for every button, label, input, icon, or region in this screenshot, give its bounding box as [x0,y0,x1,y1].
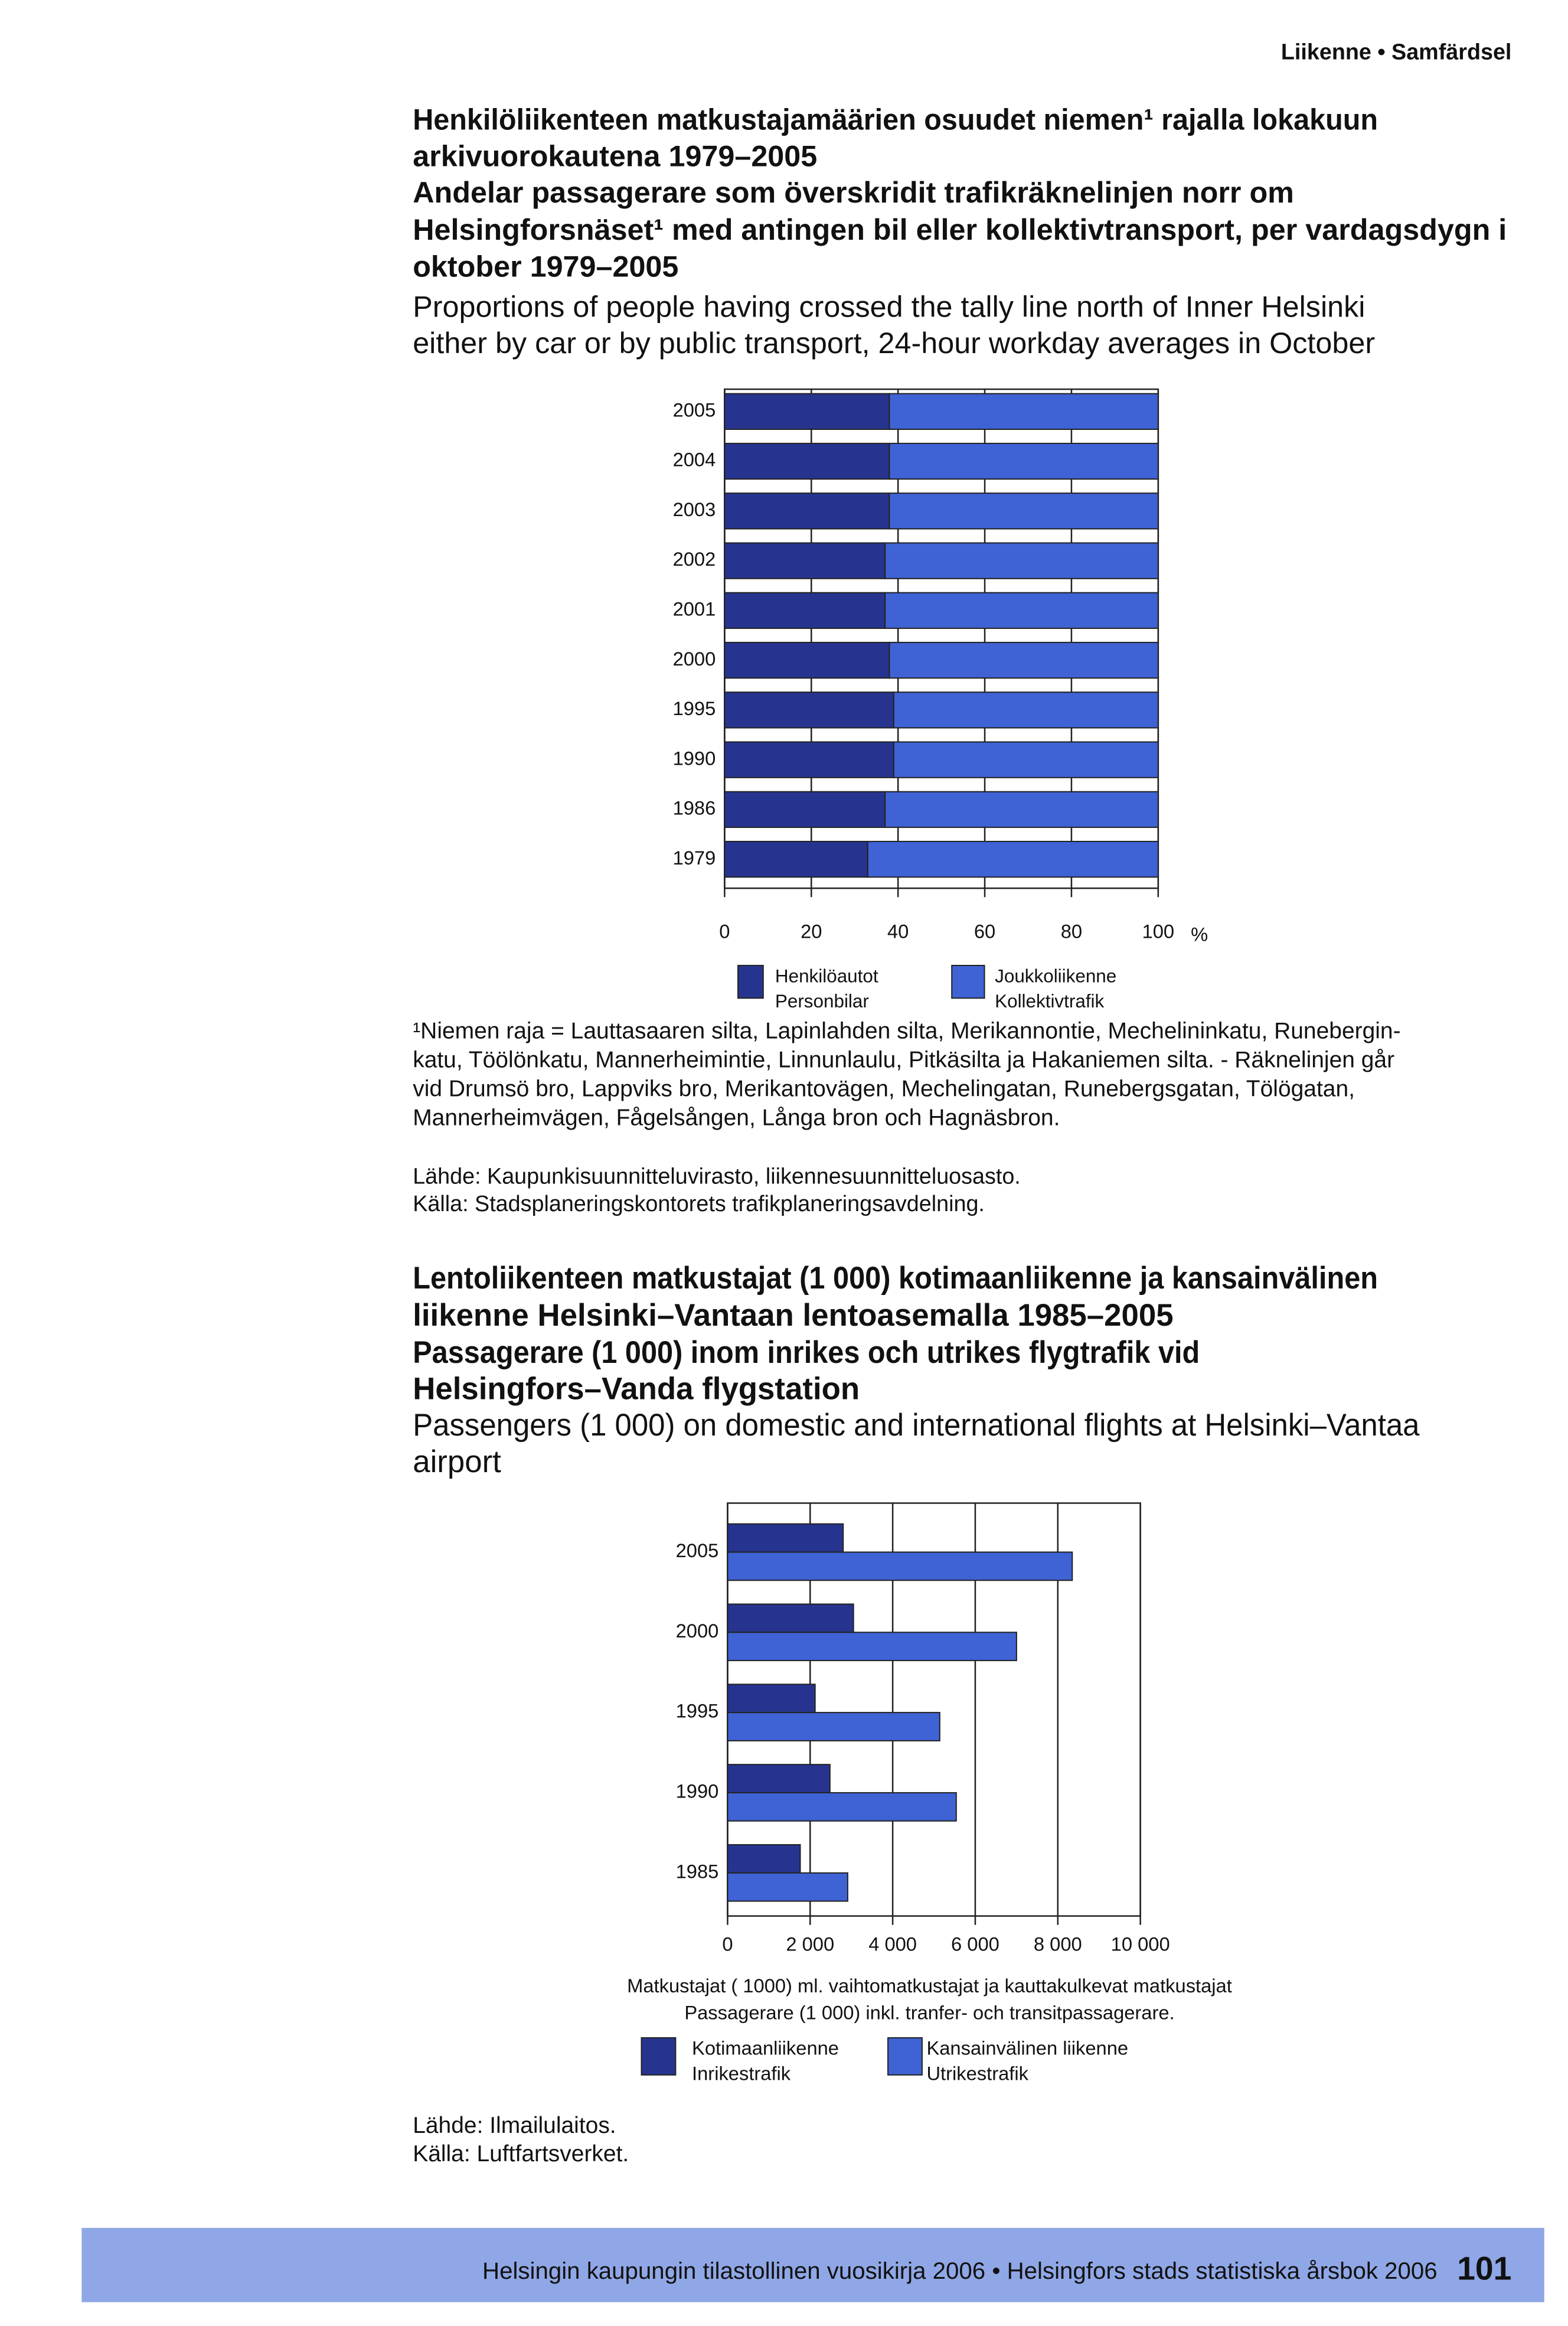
footnote: ¹Niemen raja = Lauttasaaren silta, Lapin… [413,1018,1400,1043]
legend-swatch [887,2037,923,2076]
y-tick-label: 2005 [673,399,716,420]
source: Lähde: Kaupunkisuunnitteluvirasto, liike… [413,1164,1021,1189]
y-tick-label: 1995 [676,1700,719,1722]
x-tick-label: 10 000 [1111,1933,1170,1955]
y-tick-label: 2003 [673,498,716,520]
y-tick-label: 1995 [673,697,716,719]
title-fi: liikenne Helsinki–Vantaan lentoasemalla … [413,1298,1173,1333]
x-tick-label: 60 [974,920,995,942]
bar [893,741,1159,778]
title-en: airport [413,1444,501,1479]
x-tick-label: 0 [722,1933,733,1955]
footnote: Mannerheimvägen, Fågelsången, Långa bron… [413,1105,1060,1131]
legend-label: Personbilar [775,991,869,1012]
legend-swatch [641,2037,677,2076]
title-sv: Helsingfors–Vanda flygstation [413,1372,860,1407]
source: Lähde: Ilmailulaitos. [413,2113,616,2138]
x-tick-label: 4 000 [868,1933,917,1955]
x-tick-label: 80 [1061,920,1082,942]
bar [727,1712,940,1741]
bar [727,1844,801,1874]
bar [867,840,1159,878]
x-axis-label: Matkustajat ( 1000) ml. vaihtomatkustaja… [627,1975,1232,1996]
y-tick-label: 1986 [673,797,716,819]
bar [727,1792,957,1822]
legend-label: Joukkoliikenne [995,965,1116,986]
x-axis-label: Passagerare (1 000) inkl. tranfer- och t… [684,2001,1174,2023]
bar [724,840,868,878]
bar [724,641,890,679]
title-en: either by car or by public transport, 24… [413,326,1375,360]
footnote: vid Drumsö bro, Lappviks bro, Merikantov… [413,1076,1355,1102]
title-en: Proportions of people having crossed the… [413,290,1365,324]
y-tick-label: 2002 [673,548,716,570]
page-header: Liikenne • Samfärdsel [1281,40,1512,64]
source: Källa: Stadsplaneringskontorets trafikpl… [413,1191,985,1216]
title-en: Passengers (1 000) on domestic and inter… [413,1408,1420,1443]
title-fi: arkivuorokautena 1979–2005 [413,139,817,172]
footer-text: Helsingin kaupungin tilastollinen vuosik… [482,2258,1438,2284]
x-tick-label: 100 [1142,920,1175,942]
title-sv: Helsingforsnäset¹ med antingen bil eller… [413,213,1507,246]
bar [727,1872,848,1902]
bar [724,492,890,530]
legend-label: Kotimaanliikenne [692,2037,839,2059]
y-tick-label: 1990 [676,1780,719,1802]
y-tick-label: 1979 [673,847,716,869]
legend-label: Inrikestrafik [692,2062,791,2084]
bar [727,1632,1017,1662]
footnote: katu, Töölönkatu, Mannerheimintie, Linnu… [413,1048,1394,1073]
bar [727,1603,854,1633]
legend-label: Utrikestrafik [926,2062,1028,2084]
bar [884,592,1159,629]
bar [884,791,1159,828]
bar [888,393,1159,430]
bar [888,492,1159,530]
bar [724,691,894,729]
bar [888,641,1159,679]
bar [724,393,890,430]
bar [727,1551,1073,1581]
bar [724,592,886,629]
y-tick-label: 2004 [673,449,716,471]
bar [727,1684,816,1714]
y-tick-label: 1985 [676,1860,719,1882]
y-tick-label: 2000 [676,1620,719,1642]
bar [888,442,1159,480]
x-tick-label: 0 [719,920,730,942]
legend-label: Henkilöautot [775,965,878,986]
title-fi: Lentoliikenteen matkustajat (1 000) koti… [413,1261,1378,1296]
x-tick-label: 2 000 [786,1933,834,1955]
bar [724,442,890,480]
x-tick-label: 40 [887,920,909,942]
bar [724,542,886,579]
bar [724,741,894,778]
x-tick-label: 20 [801,920,822,942]
y-tick-label: 2001 [673,598,716,620]
bar [727,1523,844,1553]
bar [884,542,1159,579]
y-tick-label: 2005 [676,1539,719,1561]
legend-label: Kansainvälinen liikenne [926,2037,1128,2059]
page-number: 101 [1457,2250,1511,2286]
x-tick-label: 6 000 [951,1933,999,1955]
x-tick-label: 8 000 [1034,1933,1082,1955]
y-tick-label: 1990 [673,747,716,769]
legend-label: Kollektivtrafik [995,991,1104,1012]
y-tick-label: 2000 [673,648,716,670]
x-unit: % [1191,923,1208,945]
legend-swatch [951,964,985,999]
legend-swatch [737,964,764,999]
source: Källa: Luftfartsverket. [413,2141,629,2167]
title-sv: oktober 1979–2005 [413,250,678,283]
title-sv: Andelar passagerare som överskridit traf… [413,175,1294,209]
bar [727,1764,831,1793]
bar [724,791,886,828]
bar [893,691,1159,729]
title-fi: Henkilöliikenteen matkustajamäärien osuu… [413,103,1378,136]
footer-band [81,2227,1544,2302]
title-sv: Passagerare (1 000) inom inrikes och utr… [413,1335,1200,1370]
